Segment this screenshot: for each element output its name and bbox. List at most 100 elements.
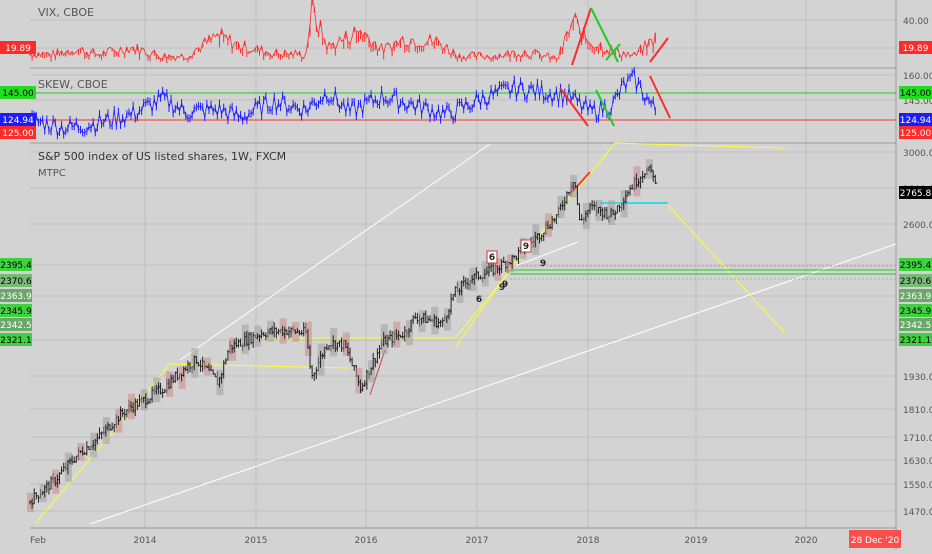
spx-value-badge-left-bg [0, 318, 32, 331]
skew-panel-title: SKEW, CBOE [38, 78, 108, 91]
trendline-white [504, 241, 579, 271]
projection-yellow [667, 204, 786, 334]
spx-series [27, 159, 658, 513]
skew-arrow-red [559, 87, 589, 127]
spx-axis-tick: 1630.0 [903, 457, 932, 467]
spx-value-badge: 2342.5 [900, 321, 932, 331]
grid-lines [30, 0, 896, 528]
spx-value-badge-bg [899, 186, 932, 199]
spx-axis-tick: 1810.0 [903, 406, 932, 416]
vix-panel-title: VIX, CBOE [38, 6, 94, 19]
spx-value-badge: 2321.1 [900, 336, 932, 346]
count-marker: 6 [476, 295, 482, 305]
skew-value-badge: 124.94 [900, 116, 932, 126]
skew-value-badge-left-bg [0, 86, 36, 99]
time-axis-label: 2019 [685, 536, 708, 546]
vix-last-badge-left: 19.89 [5, 44, 31, 54]
spx-panel-title: S&P 500 index of US listed shares, 1W, F… [38, 150, 286, 163]
skew-value-badge: 145.00 [900, 89, 932, 99]
spx-value-badge-left-bg [0, 304, 32, 317]
spx-axis-tick: 3000.0 [903, 149, 932, 159]
spx-axis-tick: 1470.0 [903, 508, 932, 518]
spx-value-badge-bg [899, 274, 932, 287]
skew-value-badge: 125.00 [900, 129, 932, 139]
trendline-white [179, 143, 491, 361]
trend-channel-yellow [34, 363, 349, 525]
date-badge: 28 Dec '20 [851, 536, 900, 546]
count-marker-box [486, 250, 498, 264]
spx-value-badge: 2345.9 [900, 307, 932, 317]
spx-value-badge-left-bg [0, 274, 32, 287]
time-axis-label: 2020 [795, 536, 818, 546]
skew-axis-tick: 145.00 [903, 97, 932, 107]
spx-value-badge-left: 2342.5 [0, 321, 32, 331]
spx-value-badge-bg [899, 318, 932, 331]
trend-channel-yellow [262, 142, 786, 339]
spx-value-badge: 2370.6 [900, 277, 932, 287]
time-axis-label: 2017 [466, 536, 489, 546]
vix-series [29, 0, 656, 64]
count-marker: 9 [502, 280, 508, 290]
spx-axis-tick: 1550.0 [903, 481, 932, 491]
vix-arrow-red [571, 7, 592, 66]
vix-arrow-green [590, 7, 619, 63]
skew-value-badge-left: 125.00 [2, 129, 34, 139]
vix-last-badge: 19.89 [903, 44, 929, 54]
spx-value-badge: 2395.4 [900, 261, 932, 271]
time-axis-label: 2016 [355, 536, 378, 546]
spx-value-badge-bg [899, 333, 932, 346]
vix-line [29, 0, 656, 62]
skew-axis-tick: 160.00 [903, 72, 932, 82]
spx-value-badge-left: 2370.6 [0, 277, 32, 287]
spx-value-badge-bg [899, 258, 932, 271]
skew-value-badge-left: 124.94 [2, 116, 34, 126]
spx-value-badge-left: 2321.1 [0, 336, 32, 346]
price-axis-badges: 19.89 145.00 124.94 125.00 2765.8 2395.4 2370.… [899, 41, 932, 346]
spx-value-badge: 2765.8 [900, 189, 932, 199]
skew-value-badge-bg [899, 113, 932, 126]
vix-arrow-green [605, 43, 621, 61]
spx-indicator-label: MTPC [38, 168, 66, 179]
spx-value-badge-left-bg [0, 333, 32, 346]
skew-value-badge-left: 145.00 [2, 89, 34, 99]
date-badge-bg [849, 530, 901, 548]
time-axis-label: 2018 [577, 536, 600, 546]
skew-series [29, 66, 656, 140]
spx-value-badge-bg [899, 304, 932, 317]
vix-axis-tick: 40.00 [903, 17, 929, 27]
skew-value-badge-left-bg [0, 126, 36, 139]
skew-value-badge-bg [899, 126, 932, 139]
skew-arrow-green [595, 89, 615, 127]
vix-last-badge-left-bg [0, 41, 36, 54]
spx-value-badge-left-bg [0, 289, 32, 302]
spx-value-badge-left-bg [0, 258, 32, 271]
time-axis-label: 2015 [245, 536, 268, 546]
left-axis-badges: 19.89 145.00 124.94 125.00 2395.4 2370.6 2363.… [0, 41, 36, 346]
skew-line [29, 69, 656, 137]
drawing-layer [34, 7, 897, 525]
spx-axis-tick: 1930.0 [903, 373, 932, 383]
spx-value-badge-bg [899, 289, 932, 302]
time-axis: Feb 2014 2015 2016 2017 2018 2019 2020 [30, 536, 818, 546]
time-axis-label: Feb [30, 536, 46, 546]
spx-axis-tick: 1710.0 [903, 434, 932, 444]
vix-last-badge-bg [899, 41, 932, 54]
skew-arrow-red [649, 75, 671, 119]
spx-value-badge-left: 2345.9 [0, 307, 32, 317]
arrow-red [369, 349, 386, 396]
spx-value-badge-left: 2363.9 [0, 292, 32, 302]
time-axis-label: 2014 [134, 536, 157, 546]
spx-value-badge: 2363.9 [900, 292, 932, 302]
spx-value-badge-left: 2395.4 [0, 261, 32, 271]
spx-axis-tick: 2600.0 [903, 221, 932, 231]
skew-value-badge-left-bg [0, 113, 36, 126]
skew-value-badge-bg [899, 86, 932, 99]
count-marker-box [520, 239, 532, 253]
count-marker: 9 [499, 283, 505, 293]
count-marker: 9 [540, 259, 546, 269]
vix-arrow-red [649, 37, 669, 63]
count-marker: 6 [489, 253, 495, 263]
